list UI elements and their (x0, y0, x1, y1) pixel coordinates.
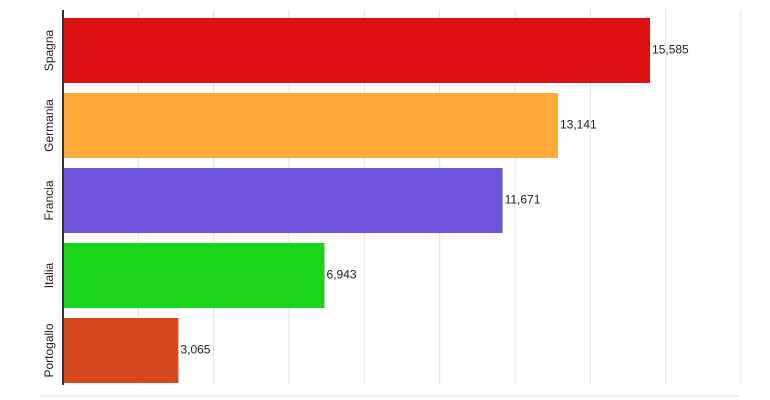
bar (63, 243, 325, 308)
bar (63, 318, 179, 383)
bar (63, 18, 651, 83)
y-tick-label: Portogallo (42, 323, 56, 377)
value-label: 13,141 (560, 118, 597, 132)
value-label: 11,671 (505, 193, 541, 207)
value-label: 3,065 (180, 343, 210, 357)
bar (63, 168, 503, 233)
y-tick-label: Spagna (42, 29, 56, 71)
y-tick-label: Germania (42, 99, 56, 152)
y-tick-label: Italia (42, 263, 56, 289)
value-label: 15,585 (652, 43, 689, 57)
bar (63, 93, 558, 158)
value-label: 6,943 (327, 268, 357, 282)
y-tick-label: Francia (42, 180, 56, 220)
